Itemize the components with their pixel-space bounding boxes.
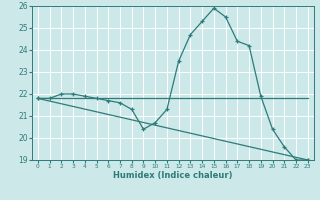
X-axis label: Humidex (Indice chaleur): Humidex (Indice chaleur) — [113, 171, 233, 180]
